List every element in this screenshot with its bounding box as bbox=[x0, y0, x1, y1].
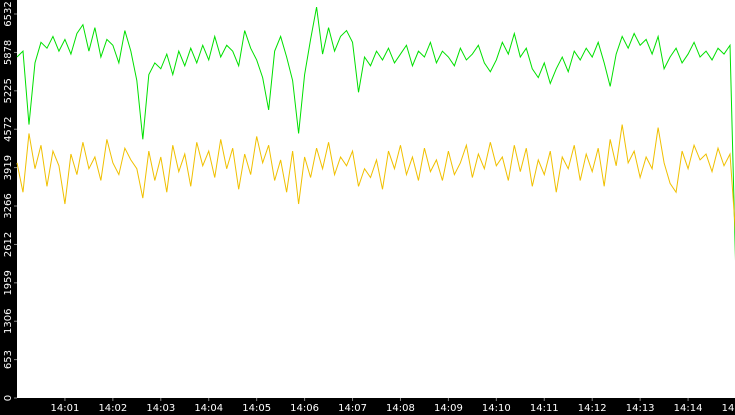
x-tick-label: 14:11 bbox=[530, 403, 559, 414]
y-tick-label: 653 bbox=[3, 350, 14, 369]
x-tick-label: 14:08 bbox=[386, 403, 415, 414]
y-axis-strip bbox=[0, 0, 17, 415]
y-tick-label: 3919 bbox=[3, 155, 14, 180]
x-tick-label: 14:12 bbox=[578, 403, 607, 414]
y-tick-label: 2612 bbox=[3, 232, 14, 257]
x-tick-label: 14:04 bbox=[194, 403, 223, 414]
y-tick-label: 6532 bbox=[3, 1, 14, 26]
y-tick-label: 1959 bbox=[3, 270, 14, 295]
y-tick-label: 0 bbox=[3, 395, 14, 401]
x-tick-label: 14:05 bbox=[242, 403, 271, 414]
x-tick-label: 14:02 bbox=[98, 403, 127, 414]
x-tick-label: 14:06 bbox=[290, 403, 319, 414]
x-tick-label: 14:14 bbox=[674, 403, 703, 414]
y-tick-label: 3266 bbox=[3, 193, 14, 218]
x-axis-strip bbox=[0, 398, 735, 415]
x-tick-label: 14:03 bbox=[146, 403, 175, 414]
x-tick-label: 14:13 bbox=[626, 403, 655, 414]
x-tick-label: 14:15 bbox=[722, 403, 735, 414]
x-tick-label: 14:01 bbox=[51, 403, 80, 414]
y-tick-label: 1306 bbox=[3, 308, 14, 333]
y-tick-label: 4572 bbox=[3, 116, 14, 141]
y-tick-label: 5878 bbox=[3, 40, 14, 65]
line-series bbox=[16, 124, 735, 233]
x-tick-label: 14:09 bbox=[434, 403, 463, 414]
y-tick-label: 5225 bbox=[3, 78, 14, 103]
x-tick-label: 14:07 bbox=[338, 403, 367, 414]
x-tick-label: 14:10 bbox=[482, 403, 511, 414]
line-series bbox=[16, 6, 735, 261]
